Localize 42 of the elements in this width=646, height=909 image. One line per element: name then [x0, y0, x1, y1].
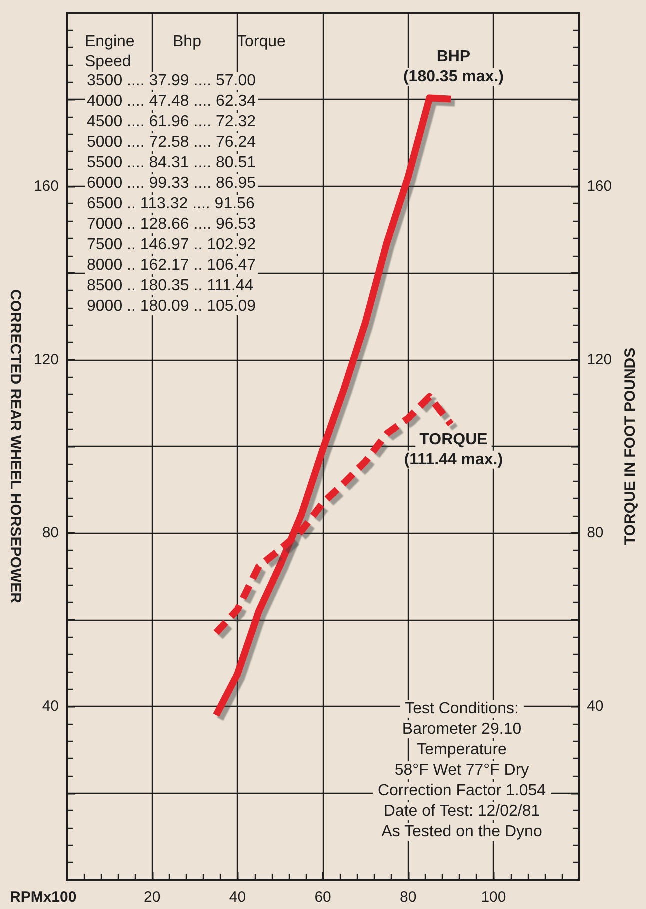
annotation: 8500 .. 180.35 .. 111.44: [87, 278, 254, 294]
annotation: 6000 .... 99.33 .... 86.95: [87, 175, 256, 192]
annotation: Temperature: [417, 742, 508, 758]
annotation: (180.35 max.): [403, 68, 504, 86]
annotation: 9000 .. 180.09 .. 105.09: [87, 298, 256, 315]
annotation: 5500 .... 84.31 .... 80.51: [87, 154, 256, 172]
annotation: As Tested on the Dyno: [382, 824, 542, 840]
y-tick-label: 80: [42, 524, 59, 542]
y-axis-title: CORRECTED REAR WHEEL HORSEPOWER: [7, 290, 24, 604]
x-tick-label: 100: [481, 889, 506, 906]
y2-tick-label: 160: [587, 178, 612, 195]
annotation: 4000 .... 47.48 .... 62.34: [87, 93, 256, 110]
x-tick-label: 60: [314, 889, 332, 906]
y-tick-label: 40: [42, 698, 59, 716]
annotation: 8000 .. 162.17 .. 106.47: [87, 257, 256, 274]
y2-tick-label: 80: [587, 524, 604, 542]
y2-axis-title: TORQUE IN FOOT POUNDS: [622, 348, 639, 546]
annotation: 7000 .. 128.66 .... 96.53: [87, 216, 256, 233]
annotation: Date of Test: 12/02/81: [384, 803, 540, 820]
annotation: 6500 .. 113.32 .... 91.56: [87, 196, 255, 212]
annotation: 7500 .. 146.97 .. 102.92: [87, 236, 256, 254]
annotation: 4500 .... 61.96 .... 72.32: [87, 114, 256, 130]
annotation: 5000 .... 72.58 .... 76.24: [87, 134, 256, 151]
annotation: 58°F Wet 77°F Dry: [394, 762, 530, 779]
annotation: Engine Speed: [85, 34, 140, 70]
x-tick-label: 20: [144, 889, 161, 906]
x-axis-title: RPMx100: [10, 889, 77, 906]
annotation: Bhp: [173, 34, 202, 50]
y2-tick-label: 120: [587, 351, 612, 368]
y2-tick-label: 40: [587, 698, 604, 716]
annotation: Test Conditions:: [405, 700, 519, 718]
annotation: (111.44 max.): [404, 451, 504, 468]
annotation: Correction Factor 1.054: [378, 782, 546, 800]
x-tick-label: 40: [229, 889, 246, 906]
series-label: TORQUE: [420, 431, 488, 448]
text: BHP: [436, 48, 471, 66]
y-tick-label: 160: [34, 178, 59, 195]
x-tick-label: 80: [400, 889, 417, 906]
annotation: Torque: [237, 34, 286, 50]
annotation: 3500 .... 37.99 .... 57.00: [87, 72, 256, 90]
annotation: Barometer 29.10: [402, 721, 522, 738]
y-tick-label: 120: [34, 351, 59, 368]
